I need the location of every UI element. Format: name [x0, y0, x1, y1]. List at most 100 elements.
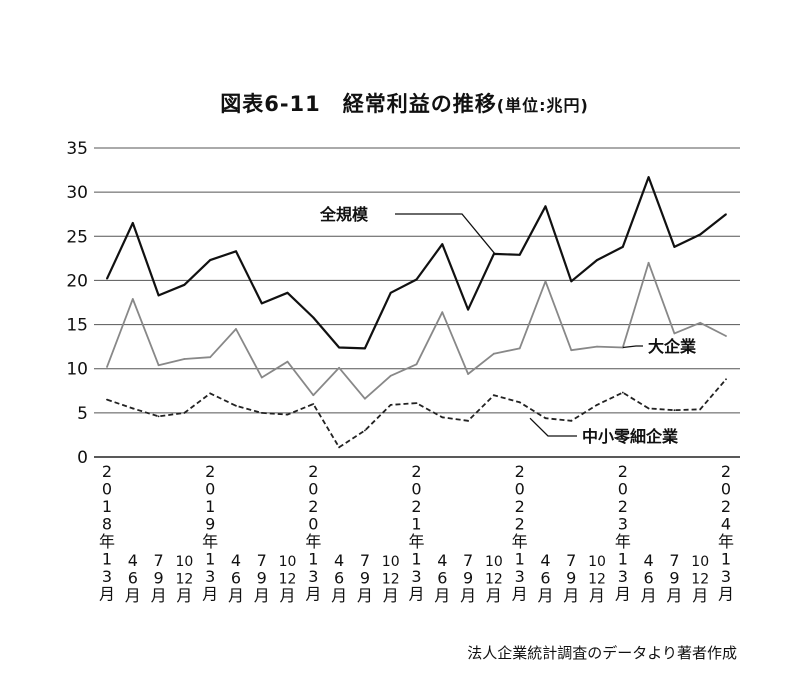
x-tick-char: 年	[718, 532, 734, 551]
x-tick-char: 0	[411, 480, 421, 499]
x-tick-char: 2	[618, 497, 628, 516]
data-point	[518, 253, 521, 256]
x-tick-char: 7	[566, 551, 576, 570]
data-point	[106, 398, 108, 401]
x-tick-char: 6	[128, 569, 138, 588]
data-point	[286, 291, 289, 294]
data-point	[467, 373, 469, 375]
data-point	[260, 302, 263, 305]
x-tick-char: 年	[615, 532, 631, 551]
data-point	[286, 413, 289, 416]
x-tick-char: 9	[566, 569, 576, 588]
x-tick-char: 6	[644, 569, 654, 588]
x-tick-label: 46月	[331, 551, 347, 605]
x-tick-char: 月	[125, 586, 141, 605]
data-point	[106, 277, 108, 280]
y-tick-label: 10	[66, 360, 88, 380]
x-tick-char: 2	[618, 462, 628, 481]
x-tick-char: 12	[279, 572, 297, 588]
x-tick-char: 2	[308, 497, 318, 516]
data-point	[131, 407, 134, 410]
data-point	[235, 404, 237, 407]
x-tick-char: 年	[99, 532, 115, 551]
x-tick-char: 12	[382, 572, 400, 588]
data-point	[338, 366, 341, 369]
x-tick-char: 0	[308, 515, 318, 534]
data-point	[518, 401, 521, 404]
y-tick-label: 20	[66, 271, 88, 291]
data-point	[183, 358, 186, 360]
data-point	[467, 419, 469, 422]
x-tick-char: 3	[205, 567, 215, 586]
data-point	[621, 245, 624, 248]
x-tick-char: 月	[254, 586, 270, 605]
data-point	[544, 205, 547, 208]
x-tick-char: 月	[537, 586, 553, 605]
x-tick-char: 月	[666, 586, 682, 605]
x-tick-char: 月	[563, 586, 579, 605]
data-point	[338, 446, 341, 449]
data-point	[157, 364, 160, 367]
x-tick-char: 0	[308, 480, 318, 499]
x-tick-char: 月	[228, 586, 244, 605]
data-point	[596, 259, 598, 262]
x-tick-char: 4	[231, 551, 241, 570]
y-tick-label: 30	[66, 183, 88, 203]
x-tick-label: 79月	[460, 551, 476, 605]
data-point	[415, 363, 418, 366]
data-point	[699, 233, 702, 236]
x-tick-char: 月	[486, 586, 502, 605]
x-tick-char: 4	[644, 551, 654, 570]
x-tick-label: 79月	[357, 551, 373, 605]
x-tick-char: 月	[280, 586, 296, 605]
x-tick-char: 1	[411, 550, 421, 569]
x-tick-char: 7	[257, 551, 267, 570]
x-tick-char: 12	[485, 572, 503, 588]
x-tick-char: 7	[360, 551, 370, 570]
x-tick-char: 年	[512, 532, 528, 551]
data-point	[647, 176, 650, 179]
x-tick-char: 9	[463, 569, 473, 588]
x-tick-label: 10 12月	[382, 554, 400, 605]
x-tick-char: 4	[437, 551, 447, 570]
x-tick-char: 6	[540, 569, 550, 588]
x-tick-label: 79月	[151, 551, 167, 605]
data-point	[725, 335, 727, 337]
x-tick-char: 6	[334, 569, 344, 588]
x-tick-char: 月	[99, 585, 115, 604]
x-tick-char: 年	[408, 532, 424, 551]
x-tick-label: 46月	[641, 551, 657, 605]
x-tick-char: 2	[515, 462, 525, 481]
chart-unit: (単位:兆円)	[496, 96, 589, 115]
data-point	[647, 407, 650, 410]
data-point	[518, 347, 521, 350]
data-point	[157, 294, 160, 297]
leader-line-2	[529, 417, 577, 437]
data-point	[312, 403, 315, 405]
data-point	[621, 391, 624, 394]
data-point	[570, 419, 573, 422]
x-tick-char: 10	[588, 554, 606, 570]
data-point	[131, 222, 134, 224]
x-tick-char: 12	[588, 572, 606, 588]
data-point	[235, 250, 237, 253]
x-tick-char: 月	[383, 586, 399, 605]
data-point	[312, 316, 315, 319]
x-tick-char: 3	[411, 567, 421, 586]
x-tick-label: 10 12月	[279, 554, 297, 605]
data-point	[131, 298, 134, 300]
data-point	[157, 415, 160, 418]
x-tick-char: 月	[692, 586, 708, 605]
data-point	[389, 404, 392, 406]
x-tick-char: 10	[279, 554, 297, 570]
data-point	[570, 280, 573, 283]
data-point	[673, 409, 676, 412]
series-label: 全規模	[319, 205, 369, 224]
data-point	[106, 366, 108, 368]
chart-title: 図表6-11 経常利益の推移(単位:兆円)	[220, 92, 589, 116]
x-tick-char: 10	[691, 554, 709, 570]
x-tick-label: 10 12月	[485, 554, 503, 605]
x-tick-char: 月	[641, 586, 657, 605]
x-tick-char: 4	[334, 551, 344, 570]
